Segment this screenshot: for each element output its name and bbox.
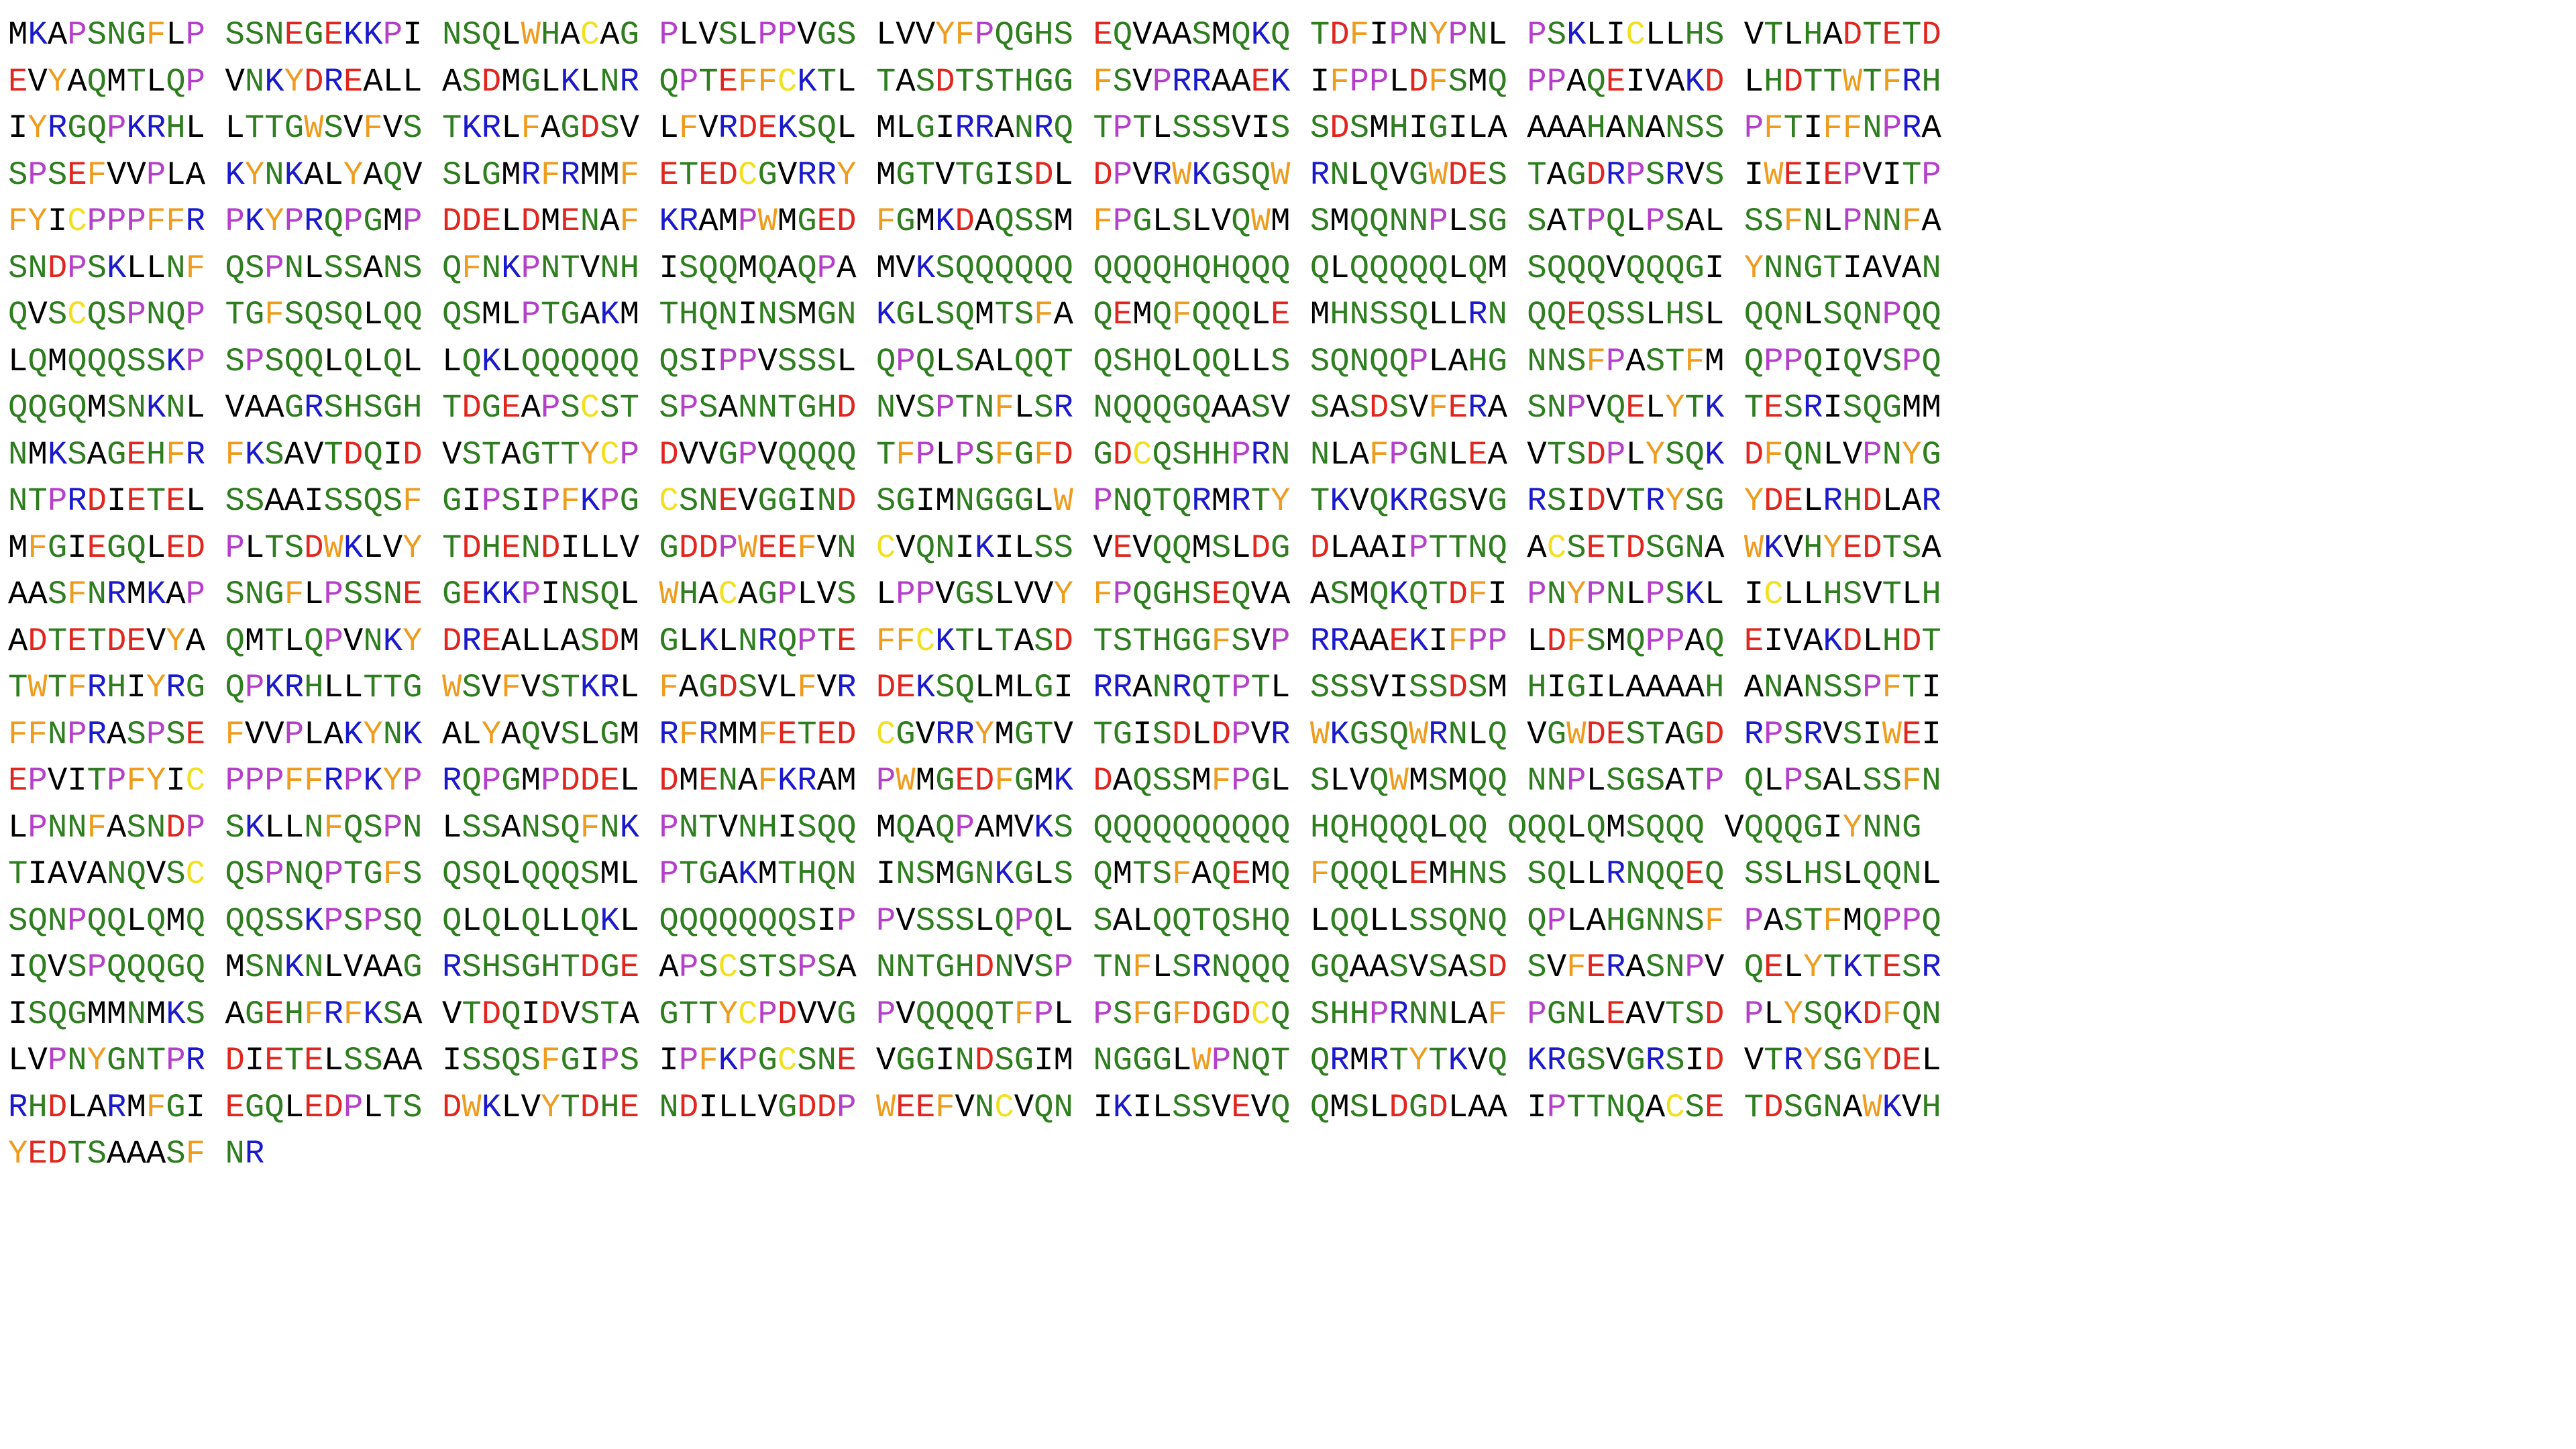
sequence-panel: MKAPSNGFLP SSNEGEKKPI NSQLWHACAG PLVSLPP… — [8, 12, 1941, 1178]
sequence-line: SPSEFVVPLA KYNKALYAQV SLGMRFRMMF ETEDCGV… — [8, 156, 1941, 194]
sequence-line: SQNPQQLQMQ QQSSKPSPSQ QLQLQLLQKL QQQQQQQ… — [8, 902, 1941, 940]
sequence-line: MFGIEGQLED PLTSDWKLVY TDHENDILLV GDDPWEE… — [8, 529, 1941, 567]
sequence-line: LVPNYGNTPR DIETELSSAA ISSQSFGIPS IPFKPGC… — [8, 1042, 1941, 1079]
sequence-line: QVSCQSPNQP TGFSQSQLQQ QSMLPTGAKM THQNINS… — [8, 296, 1941, 333]
sequence-line: FYICPPPFFR PKYPRQPGMP DDELDMENAF KRAMPWM… — [8, 203, 1941, 240]
sequence-line: LPNNFASNDP SKLLNFQSPN LSSANSQFNK PNTVNHI… — [8, 808, 1922, 847]
sequence-line: IYRGQPKRHL LTTGWSVFVS TKRLFAGDSV LFVRDEK… — [8, 109, 1941, 147]
sequence-line: LQMQQQSSKP SPSQQLQLQL LQKLQQQQQQ QSIPPVS… — [8, 342, 1941, 380]
sequence-line: ADTETDEVYA QMTLQPVNKY DREALLASDM GLKLNRQ… — [8, 622, 1941, 660]
sequence-line: NMKSAGEHFR FKSAVTDQID VSTAGTTYCP DVVGPVQ… — [8, 435, 1941, 474]
sequence-line: EPVITPFYIC PPPFFRPKYP RQPGMPDDEL DMENAFK… — [8, 762, 1941, 800]
sequence-line: TIAVANQVSC QSPNQPTGFS QSQLQQQSML PTGAKMT… — [8, 855, 1941, 893]
sequence-line: QQGQMSNKNL VAAGRSHSGH TDGEAPSCST SPSANNT… — [8, 389, 1941, 427]
sequence-line: AASFNRMKAP SNGFLPSSNE GEKKPINSQL WHACAGP… — [8, 576, 1941, 613]
sequence-line: EVYAQMTLQP VNKYDREALL ASDMGLKLNR QPTEFFC… — [8, 62, 1941, 101]
sequence-line: ISQGMMNMKS AGEHFRFKSA VTDQIDVSTA GTTYCPD… — [8, 995, 1941, 1033]
sequence-line: FFNPRASPSE FVVPLAKYNK ALYAQVSLGM RFRMMFE… — [8, 715, 1941, 753]
sequence-line: TWTFRHIYRG QPKRHLLTTG WSVFVSTKRL FAGDSVL… — [8, 669, 1941, 706]
sequence-line: YEDTSAAASF NR — [8, 1135, 265, 1173]
sequence-line: NTPRDIETEL SSAAISSQSF GIPSIPFKPG CSNEVGG… — [8, 482, 1941, 520]
sequence-line: IQVSPQQQGQ MSNKNLVAAG RSHSGHTDGE APSCSTS… — [8, 949, 1941, 986]
sequence-line: SNDPSKLLNF QSPNLSSANS QFNKPNTVNH ISQQMQA… — [8, 249, 1941, 287]
sequence-line: RHDLARMFGI EGQLEDPLTS DWKLVYTDHE NDILLVG… — [8, 1088, 1941, 1126]
sequence-line: MKAPSNGFLP SSNEGEKKPI NSQLWHACAG PLVSLPP… — [8, 16, 1941, 54]
